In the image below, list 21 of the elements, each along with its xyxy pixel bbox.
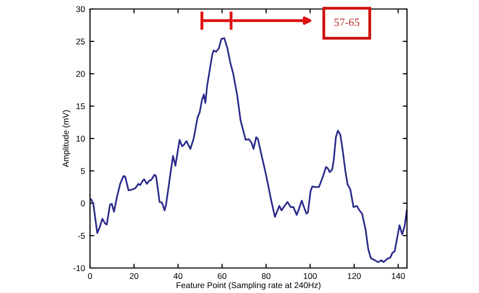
- y-tick-label: -10: [73, 265, 85, 272]
- x-tick-label: 140: [392, 273, 405, 279]
- y-tick-label: -5: [78, 232, 85, 239]
- y-tick-label: 30: [76, 6, 85, 12]
- x-axis-title: Feature Point (Sampling rate at 240Hz): [176, 282, 320, 290]
- y-tick-label: 10: [76, 136, 85, 142]
- x-tick-label: 20: [130, 273, 138, 279]
- annotation: 57-65: [334, 18, 360, 26]
- x-tick-label: 80: [262, 273, 270, 279]
- x-tick-label: 60: [218, 273, 226, 279]
- x-tick-label: 100: [304, 273, 317, 279]
- y-tick-label: 25: [76, 38, 85, 44]
- x-tick-label: 0: [88, 273, 92, 279]
- y-tick-label: 0: [80, 200, 85, 206]
- y-axis-title: Amplitude (mV): [62, 110, 70, 168]
- x-tick-label: 40: [174, 273, 182, 279]
- y-tick-label: 15: [76, 103, 85, 110]
- x-tick-label: 120: [348, 273, 361, 279]
- y-tick-label: 5: [80, 168, 85, 174]
- y-tick-label: 20: [76, 70, 85, 77]
- line-series: [90, 37, 407, 264]
